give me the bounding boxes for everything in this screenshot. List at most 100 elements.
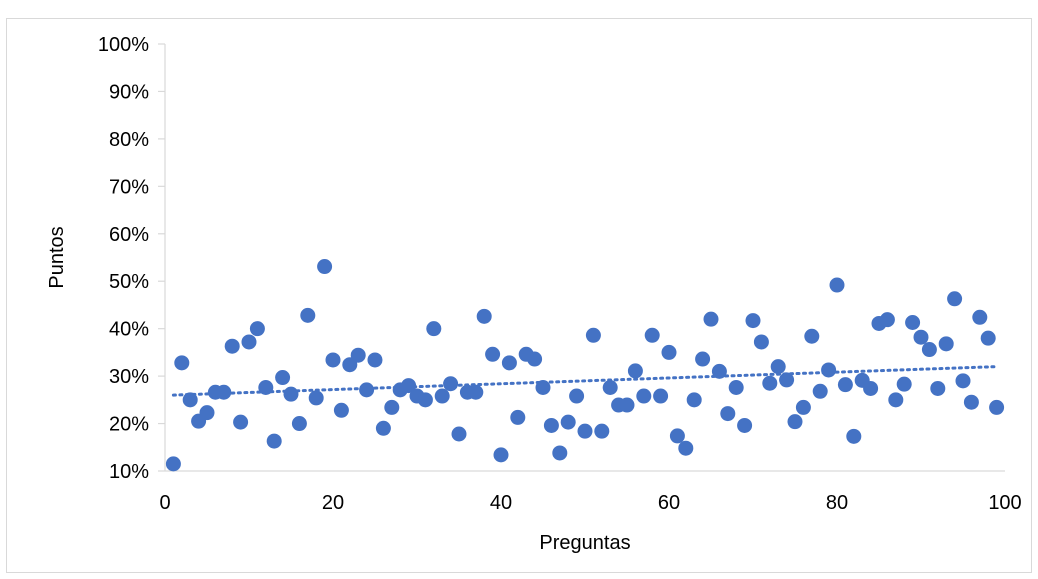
y-tick-label: 80% [109,129,149,151]
data-point [426,321,442,337]
data-point [350,347,366,363]
x-tick-label: 60 [658,492,680,514]
data-point [443,376,459,392]
y-axis-ticks: 10% 20% 30% 40% 50% 60% 70% 80% 90% 100% [98,34,165,483]
data-point [753,334,769,350]
y-tick-label: 100% [98,34,149,56]
data-point [577,423,593,439]
data-point [879,312,895,328]
data-point [594,423,610,439]
data-point [300,307,316,323]
data-point [224,338,240,354]
data-point [905,314,921,330]
data-point [762,375,778,391]
data-point [174,355,190,371]
data-point [947,291,963,307]
data-point [182,392,198,408]
data-point [989,399,1005,415]
y-tick-label: 50% [109,271,149,293]
data-point [375,420,391,436]
data-point [821,362,837,378]
data-point [434,388,450,404]
data-point [535,379,551,395]
data-point [955,373,971,389]
x-tick-label: 100 [988,492,1021,514]
x-axis-title: Preguntas [539,532,630,554]
y-tick-label: 20% [109,414,149,436]
trendline [171,365,999,397]
data-point [930,380,946,396]
data-point [317,259,333,275]
data-point [972,309,988,325]
data-point [812,383,828,399]
data-point [552,445,568,461]
data-point [401,378,417,394]
data-point [669,428,685,444]
data-point [795,399,811,415]
y-tick-label: 30% [109,366,149,388]
data-point [333,402,349,418]
data-point [770,359,786,375]
y-tick-label: 10% [109,461,149,483]
data-point [888,392,904,408]
y-tick-label: 60% [109,224,149,246]
data-point [627,363,643,379]
data-point [468,384,484,400]
x-tick-label: 80 [826,492,848,514]
data-point [804,328,820,344]
data-point [921,342,937,358]
data-point [913,329,929,345]
data-point [359,382,375,398]
data-point [501,355,517,371]
data-point [199,405,215,421]
data-point [233,414,249,430]
data-point [510,409,526,425]
data-point [451,426,467,442]
data-point [711,363,727,379]
y-axis-title: Puntos [46,226,68,288]
data-points [165,259,1005,472]
data-point [485,346,501,362]
data-point [653,388,669,404]
data-point [585,327,601,343]
data-point [367,352,383,368]
data-point [249,321,265,337]
data-point [863,380,879,396]
data-point [417,392,433,408]
data-point [275,370,291,386]
data-point [829,277,845,293]
data-point [325,352,341,368]
y-tick-label: 70% [109,176,149,198]
data-point [661,344,677,360]
data-point [543,417,559,433]
data-point [258,379,274,395]
data-point [283,386,299,402]
data-point [291,416,307,432]
data-point [241,334,257,350]
x-tick-label: 20 [322,492,344,514]
data-point [560,414,576,430]
data-point [644,327,660,343]
data-point [703,311,719,327]
data-point [493,447,509,463]
y-tick-label: 40% [109,319,149,341]
data-point [963,394,979,410]
data-point [308,390,324,406]
x-axis-ticks: 0 20 40 60 80 100 [159,492,1021,514]
data-point [896,376,912,392]
data-point [678,440,694,456]
data-point [779,372,795,388]
data-point [266,433,282,449]
data-point [686,392,702,408]
data-point [636,388,652,404]
data-point [846,428,862,444]
y-tick-label: 90% [109,81,149,103]
data-point [476,308,492,324]
data-point [745,313,761,329]
data-point [216,384,232,400]
data-point [384,399,400,415]
data-point [695,351,711,367]
data-point [619,397,635,413]
chart-area [6,18,1032,573]
